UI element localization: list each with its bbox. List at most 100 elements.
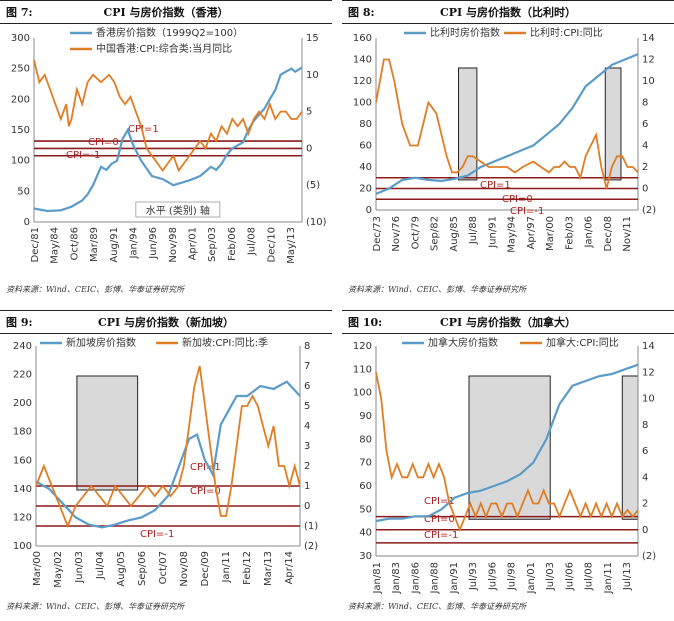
y-right-tick-label: 4 [304, 421, 310, 432]
y-left-tick-label: 90 [359, 411, 372, 422]
y-right-tick-label: 10 [642, 394, 655, 405]
y-right-tick-label: 14 [642, 341, 655, 352]
y-left-tick-label: 100 [353, 98, 372, 109]
y-left-tick-label: 50 [17, 186, 30, 197]
y-left-tick-label: 80 [359, 434, 372, 445]
ref-line-label: CPI=0 [88, 137, 119, 148]
y-right-tick-label: 0 [304, 501, 310, 512]
x-tick-label: Jul/08 [584, 562, 595, 591]
figure-8-source: 资料来源：Wind、CEIC、彭博、华泰证券研究所 [348, 285, 527, 294]
y-left-tick-label: 180 [13, 427, 32, 438]
figure-9-panel: 图 9: CPI 与房价指数（新加坡） 100 120 140 160 180 200 22… [0, 310, 332, 621]
figure-10-number: 图 10: [348, 316, 383, 329]
y-left-tick-label: 100 [13, 541, 32, 552]
figure-10-title: CPI 与房价指数（加拿大） [439, 316, 576, 329]
y-right-tick-label: 2 [642, 499, 648, 510]
y-right-tick-label: 10 [306, 70, 319, 81]
x-tick-label: Jan/81 [372, 562, 383, 595]
y-left-tick-label: 160 [13, 455, 32, 466]
x-tick-label: Aug/85 [449, 216, 460, 252]
x-tick-label: Dec/08 [603, 216, 614, 251]
y-left-tick-label: 0 [24, 217, 30, 228]
y-left-tick-label: 50 [359, 504, 372, 515]
cpi-line [33, 59, 303, 173]
y-right-tick-label: 6 [642, 446, 648, 457]
x-tick-label: Mar/00 [32, 551, 43, 586]
x-tick-label: Nov/98 [168, 227, 179, 263]
legend-label: 比利时房价指数 [430, 26, 500, 39]
figure-10-chart: 30 40 50 60 70 80 90 100 110 120 (2) 0 2 4 6 8 10 12 14 Jan… [353, 336, 656, 595]
y-left-tick-label: 120 [353, 76, 372, 87]
x-tick-label: Sep/06 [137, 551, 148, 586]
x-tick-label: Apr/14 [284, 551, 295, 584]
x-tick-label: Jan/06 [584, 216, 595, 249]
y-right-tick-label: 6 [642, 119, 648, 130]
x-tick-label: May/94 [507, 216, 518, 253]
y-right-tick-label: 0 [306, 143, 312, 154]
x-tick-label: Jul/04 [95, 551, 106, 580]
y-left-tick-label: 250 [11, 64, 30, 75]
ref-line-label: CPI=0 [424, 514, 455, 525]
x-tick-label: May/02 [53, 551, 64, 588]
x-tick-label: Mar/00 [545, 216, 556, 251]
ref-line-label: CPI=-1 [424, 530, 458, 541]
ref-line-label: CPI=1 [480, 180, 511, 191]
y-left-tick-label: 0 [366, 205, 372, 216]
figure-8-title: CPI 与房价指数（比利时） [439, 6, 576, 19]
y-right-tick-label: 3 [304, 441, 310, 452]
figure-9-chart: 100 120 140 160 180 200 220 240 (2) (1) 0 1 2 3 4 5 6 7 8 M… [13, 336, 318, 588]
y-left-tick-label: 200 [13, 398, 32, 409]
legend-label: 中国香港:CPI:综合类:当月同比 [96, 42, 232, 55]
x-tick-label: Jan/11 [603, 562, 614, 595]
ref-line-label: CPI=-1 [510, 206, 544, 217]
cpi-line [35, 365, 301, 529]
figure-9-titlebar: 图 9: CPI 与房价指数（新加坡） [0, 310, 332, 334]
x-tick-label: Dec/10 [266, 227, 277, 262]
legend-label: 比利时:CPI:同比 [530, 27, 603, 39]
y-right-tick-label: 2 [304, 461, 310, 472]
legend-label: 加拿大:CPI:同比 [546, 336, 619, 349]
y-right-tick-label: 5 [306, 107, 312, 118]
y-right-tick-label: 7 [304, 361, 310, 372]
cpi-line [375, 58, 639, 189]
y-right-tick-label: 1 [304, 481, 310, 492]
y-right-tick-label: (2) [304, 541, 318, 552]
figure-7-titlebar: 图 7: CPI 与房价指数（香港） [0, 0, 332, 24]
y-left-tick-label: 300 [11, 33, 30, 44]
figure-7-title: CPI 与房价指数（香港） [103, 6, 229, 19]
shaded-period [468, 375, 551, 520]
house-price-line [375, 53, 639, 195]
shaded-period [604, 67, 622, 181]
y-left-tick-label: 30 [359, 551, 372, 562]
y-left-tick-label: 70 [359, 458, 372, 469]
shaded-period [76, 375, 139, 491]
y-left-tick-label: 20 [359, 184, 372, 195]
house-price-line [33, 66, 303, 213]
cpi-line [375, 372, 639, 533]
figure-8-number: 图 8: [348, 6, 375, 19]
figure-9-title: CPI 与房价指数（新加坡） [97, 316, 234, 329]
y-right-tick-label: 6 [304, 381, 310, 392]
x-tick-label: Sep/82 [430, 216, 441, 251]
x-tick-label: Feb/06 [227, 227, 238, 261]
y-left-tick-label: 140 [13, 484, 32, 495]
figure-10-source: 资料来源：Wind、CEIC、彭博、华泰证券研究所 [348, 602, 527, 611]
x-tick-label: Jul/03 [545, 562, 556, 591]
y-left-tick-label: 140 [353, 55, 372, 66]
x-tick-label: Jan/86 [410, 562, 421, 595]
y-right-tick-label: 0 [642, 525, 648, 536]
y-left-tick-label: 240 [13, 341, 32, 352]
x-tick-label: Jan/91 [449, 562, 460, 595]
x-tick-label: Jul/93 [468, 562, 479, 591]
y-right-tick-label: 8 [642, 420, 648, 431]
y-right-tick-label: 4 [642, 472, 648, 483]
x-tick-label: Sep/03 [207, 227, 218, 262]
x-tick-label: Jun/91 [487, 216, 498, 249]
y-left-tick-label: 60 [359, 481, 372, 492]
figure-9-number: 图 9: [6, 316, 33, 329]
y-right-tick-label: 10 [642, 76, 655, 87]
figure-8-titlebar: 图 8: CPI 与房价指数（比利时） [342, 0, 674, 24]
legend-label: 新加坡:CPI:同比:季 [182, 336, 268, 349]
y-right-tick-label: (2) [642, 205, 656, 216]
